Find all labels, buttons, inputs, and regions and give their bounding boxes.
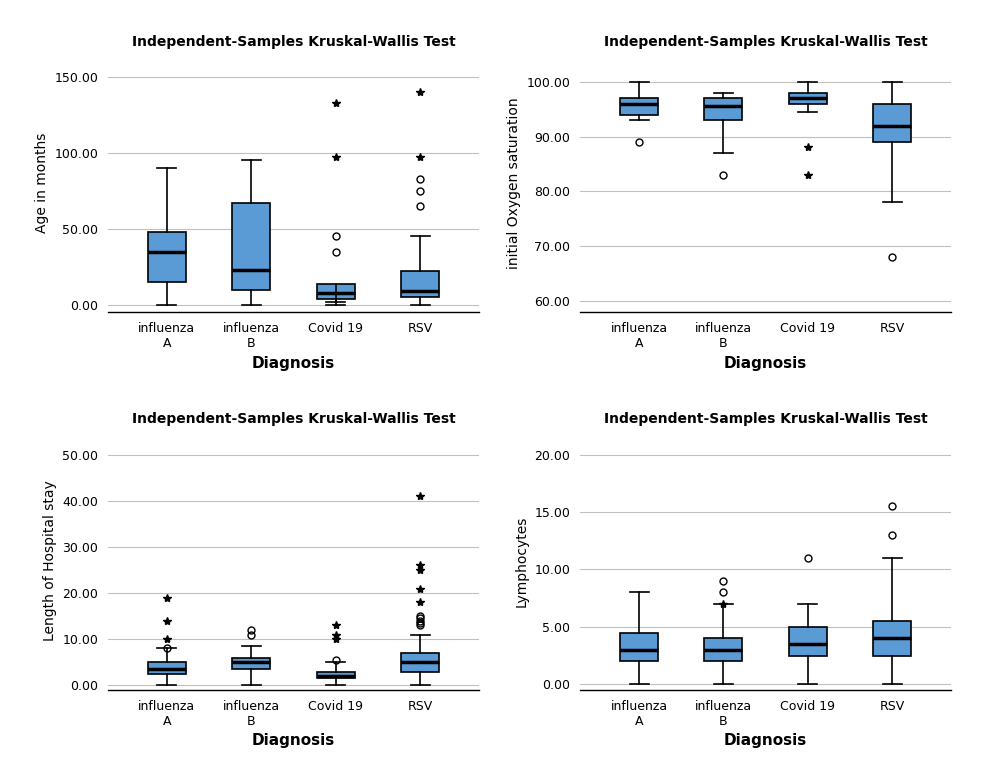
PathPatch shape [317, 672, 355, 678]
Title: Independent-Samples Kruskal-Wallis Test: Independent-Samples Kruskal-Wallis Test [603, 413, 928, 426]
PathPatch shape [317, 283, 355, 298]
PathPatch shape [704, 638, 742, 662]
X-axis label: Diagnosis: Diagnosis [251, 355, 335, 370]
PathPatch shape [704, 98, 742, 120]
PathPatch shape [401, 272, 439, 298]
Y-axis label: Lymphocytes: Lymphocytes [515, 515, 528, 607]
PathPatch shape [620, 98, 658, 114]
Title: Independent-Samples Kruskal-Wallis Test: Independent-Samples Kruskal-Wallis Test [131, 34, 456, 49]
PathPatch shape [874, 103, 911, 142]
X-axis label: Diagnosis: Diagnosis [724, 355, 808, 370]
PathPatch shape [148, 662, 186, 674]
X-axis label: Diagnosis: Diagnosis [724, 733, 808, 749]
PathPatch shape [620, 633, 658, 662]
Y-axis label: Age in months: Age in months [35, 133, 48, 233]
X-axis label: Diagnosis: Diagnosis [251, 733, 335, 749]
PathPatch shape [789, 627, 827, 655]
PathPatch shape [148, 232, 186, 282]
PathPatch shape [401, 653, 439, 672]
PathPatch shape [874, 621, 911, 655]
Title: Independent-Samples Kruskal-Wallis Test: Independent-Samples Kruskal-Wallis Test [131, 413, 456, 426]
PathPatch shape [233, 658, 270, 669]
Title: Independent-Samples Kruskal-Wallis Test: Independent-Samples Kruskal-Wallis Test [603, 34, 928, 49]
Y-axis label: Length of Hospital stay: Length of Hospital stay [42, 481, 56, 641]
Y-axis label: initial Oxygen saturation: initial Oxygen saturation [507, 97, 521, 269]
PathPatch shape [789, 92, 827, 103]
PathPatch shape [233, 203, 270, 290]
